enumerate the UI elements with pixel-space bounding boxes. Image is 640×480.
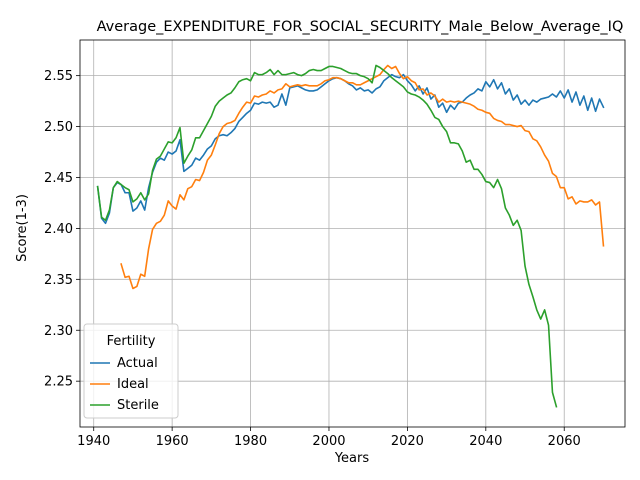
series-line-ideal [120,64,605,290]
x-tick-label: 2060 [548,434,581,449]
series-lines [96,64,605,408]
x-tick-label: 2000 [312,434,345,449]
y-axis-label: Score(1-3) [15,194,30,262]
x-tick-label: 1960 [156,434,189,449]
legend-entries: Actual Ideal Sterile [90,356,159,413]
x-tick-label: 2020 [391,434,424,449]
legend-box [83,323,179,419]
x-tick-label: 2040 [469,434,502,449]
legend-label-ideal: Ideal [117,377,149,392]
y-tick-label: 2.45 [44,171,73,186]
series-line-sterile [96,64,558,408]
legend-title: Fertility [107,334,156,349]
y-tick-label: 2.35 [44,273,73,288]
chart-title: Average_EXPENDITURE_FOR_SOCIAL_SECURITY_… [97,19,624,35]
axes-frame [79,39,626,428]
y-tick-label: 2.50 [44,120,73,135]
y-tick-label: 2.25 [44,375,73,390]
x-tick-label: 1980 [234,434,267,449]
y-tick-label: 2.30 [44,324,73,339]
y-tick-label: 2.40 [44,222,73,237]
series-line-actual [96,73,605,225]
x-tick-label: 1940 [77,434,110,449]
legend: Fertility Actual Ideal Sterile [83,323,179,419]
y-axis-ticks: 2.25 2.30 2.35 2.40 2.45 2.50 2.55 [44,69,80,390]
y-tick-label: 2.55 [44,69,73,84]
x-axis-ticks: 1940 1960 1980 2000 2020 2040 2060 [77,427,581,449]
x-axis-label: Years [334,451,370,466]
legend-label-actual: Actual [117,356,158,371]
legend-label-sterile: Sterile [117,398,159,413]
